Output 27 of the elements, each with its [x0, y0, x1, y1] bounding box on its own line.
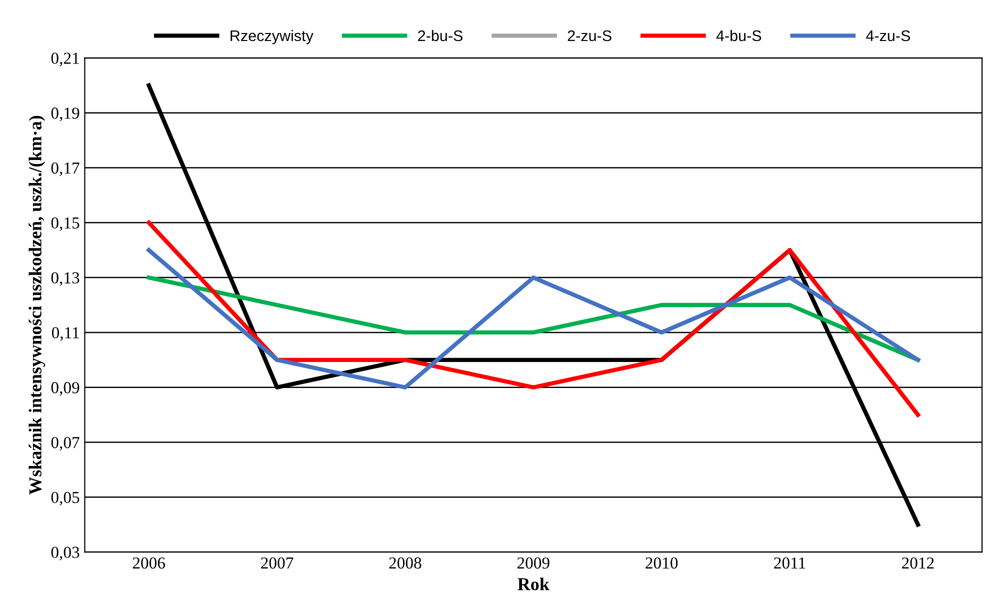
- y-tick-label: 0,21: [51, 52, 79, 66]
- legend-label: Rzeczywisty: [230, 30, 314, 44]
- legend-label: 2-bu-S: [418, 30, 462, 42]
- y-tick-label: 0,13: [51, 272, 80, 286]
- y-tick-label: 0,05: [51, 492, 80, 506]
- x-tick-label: 2008: [389, 557, 422, 569]
- x-tick-label: 2009: [517, 557, 550, 569]
- y-tick-label: 0,15: [51, 217, 80, 231]
- x-axis-title: Rok: [518, 578, 550, 590]
- x-tick-label: 2007: [261, 557, 294, 569]
- y-tick-label: 0,17: [51, 162, 80, 176]
- y-tick-label: 0,03: [51, 546, 80, 560]
- y-tick-label: 0,11: [52, 327, 79, 341]
- x-tick-label: 2010: [646, 557, 678, 569]
- line-series: [146, 248, 920, 390]
- x-tick-label: 2006: [132, 557, 166, 569]
- y-axis-title: Wskaźnik intensywności uszkodzeń, uszk./(km·a): [28, 116, 46, 495]
- line-series: [146, 220, 920, 417]
- y-tick-label: 0,07: [51, 436, 80, 451]
- x-tick-label: 2011: [774, 557, 806, 569]
- x-tick-label: 2012: [902, 557, 934, 569]
- legend-label: 4-bu-S: [716, 30, 762, 42]
- legend-label: 2-zu-S: [568, 30, 612, 42]
- y-tick-label: 0,19: [51, 108, 80, 122]
- y-tick-label: 0,09: [51, 382, 80, 396]
- legend-label: 4-zu-S: [866, 30, 910, 42]
- line-series: [146, 275, 920, 362]
